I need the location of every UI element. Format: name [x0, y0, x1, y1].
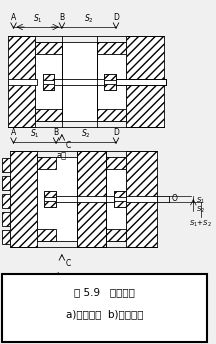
Bar — [126, 36, 164, 127]
Bar — [35, 42, 62, 121]
Bar — [2, 176, 10, 190]
Text: $S_1$: $S_1$ — [33, 12, 43, 25]
Bar — [8, 78, 37, 85]
Bar — [62, 42, 97, 121]
Bar — [2, 212, 10, 226]
Bar — [43, 74, 54, 79]
Text: $S_2$: $S_2$ — [81, 128, 91, 140]
Bar — [104, 84, 116, 89]
Bar — [35, 109, 62, 121]
Bar — [44, 191, 56, 197]
Text: b）: b） — [57, 271, 67, 280]
Bar — [104, 74, 116, 89]
Bar — [106, 157, 126, 241]
Text: $S_2$: $S_2$ — [196, 205, 205, 215]
Text: A: A — [11, 13, 16, 22]
Bar — [37, 157, 77, 241]
Bar — [10, 151, 37, 247]
Bar — [35, 42, 62, 54]
Bar — [126, 196, 157, 202]
Bar — [97, 109, 126, 121]
Bar — [43, 74, 54, 89]
Bar — [56, 196, 114, 202]
Bar — [77, 151, 106, 247]
Bar — [37, 229, 56, 241]
Text: B: B — [59, 13, 64, 22]
Bar — [2, 274, 207, 342]
Bar — [43, 84, 54, 89]
Text: a)三位气缸  b)四位气缸: a)三位气缸 b)四位气缸 — [66, 309, 143, 319]
Text: O: O — [172, 194, 178, 203]
Bar — [2, 230, 10, 244]
Text: $S_2$: $S_2$ — [84, 12, 94, 25]
Text: C: C — [66, 141, 71, 150]
Bar — [97, 42, 126, 121]
Bar — [116, 78, 166, 85]
Bar — [8, 36, 35, 127]
Bar — [106, 229, 126, 241]
Bar — [106, 157, 126, 169]
Bar — [2, 194, 10, 208]
Bar — [54, 78, 104, 85]
Bar — [114, 191, 126, 197]
Bar — [114, 191, 126, 207]
Text: a）: a） — [57, 151, 67, 160]
Text: $S_1$: $S_1$ — [196, 196, 205, 206]
Bar — [44, 201, 56, 207]
Bar — [2, 158, 10, 172]
Bar — [126, 151, 157, 247]
Text: B: B — [54, 128, 59, 137]
Bar — [37, 157, 56, 169]
Text: A: A — [11, 128, 16, 137]
Text: D: D — [113, 13, 119, 22]
Text: D: D — [113, 128, 119, 137]
Text: $S_1$: $S_1$ — [30, 128, 40, 140]
Bar — [97, 42, 126, 54]
Bar — [114, 201, 126, 207]
Bar — [104, 74, 116, 79]
Bar — [44, 191, 56, 207]
Text: C: C — [66, 259, 71, 268]
Text: 图 5.9   多位气缸: 图 5.9 多位气缸 — [74, 287, 135, 297]
Text: $S_1$$+$$S_2$: $S_1$$+$$S_2$ — [189, 219, 212, 229]
